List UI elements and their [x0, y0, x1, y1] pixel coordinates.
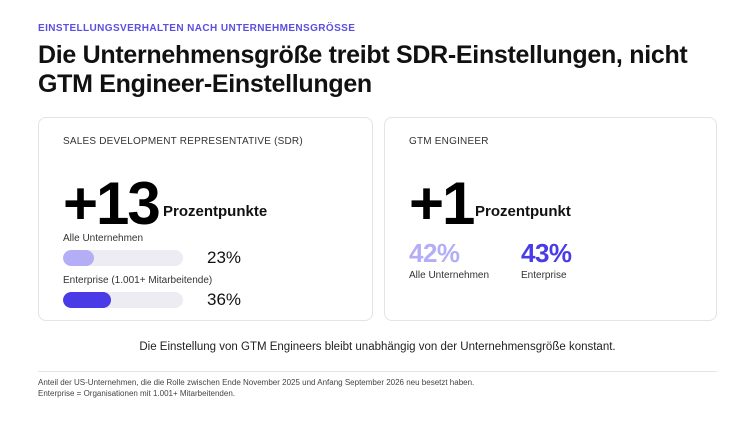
sdr-big-unit: Prozentpunkte — [163, 203, 268, 220]
sdr-bar-value-enterprise: 36% — [207, 290, 242, 309]
summary-caption: Die Einstellung von GTM Engineers bleibt… — [139, 341, 616, 353]
footnote-2: Enterprise = Organisationen mit 1.001+ M… — [38, 389, 236, 398]
footnote-1: Anteil der US-Unternehmen, die die Rolle… — [38, 378, 475, 387]
sdr-bar-value-all: 23% — [207, 248, 242, 267]
page-title: Die Unternehmensgröße treibt SDR-Einstel… — [38, 41, 688, 98]
sdr-bar-fill-all — [63, 250, 94, 266]
sdr-card-title: SALES DEVELOPMENT REPRESENTATIVE (SDR) — [63, 136, 303, 147]
gtm-stat-value-enterprise: 43% — [521, 238, 572, 268]
sdr-bar-label-all: Alle Unternehmen — [63, 233, 144, 244]
section-eyebrow: EINSTELLUNGSVERHALTEN NACH UNTERNEHMENSG… — [38, 23, 356, 34]
sdr-bar-track-all — [63, 250, 183, 266]
gtm-big-number: +1 — [409, 170, 475, 237]
divider — [38, 371, 717, 372]
gtm-stat-label-all: Alle Unternehmen — [409, 270, 490, 281]
gtm-card: GTM ENGINEER +1 Prozentpunkt 42% Alle Un… — [384, 117, 717, 321]
sdr-card: SALES DEVELOPMENT REPRESENTATIVE (SDR) +… — [38, 117, 373, 321]
sdr-bar-track-enterprise — [63, 292, 183, 308]
sdr-bar-label-enterprise: Enterprise (1.001+ Mitarbeitende) — [63, 275, 213, 286]
gtm-card-title: GTM ENGINEER — [409, 136, 489, 147]
gtm-stat-value-all: 42% — [409, 238, 460, 268]
gtm-stat-label-enterprise: Enterprise — [521, 270, 567, 281]
gtm-big-unit: Prozentpunkt — [475, 203, 571, 220]
sdr-big-number: +13 — [63, 170, 161, 237]
sdr-bar-fill-enterprise — [63, 292, 111, 308]
